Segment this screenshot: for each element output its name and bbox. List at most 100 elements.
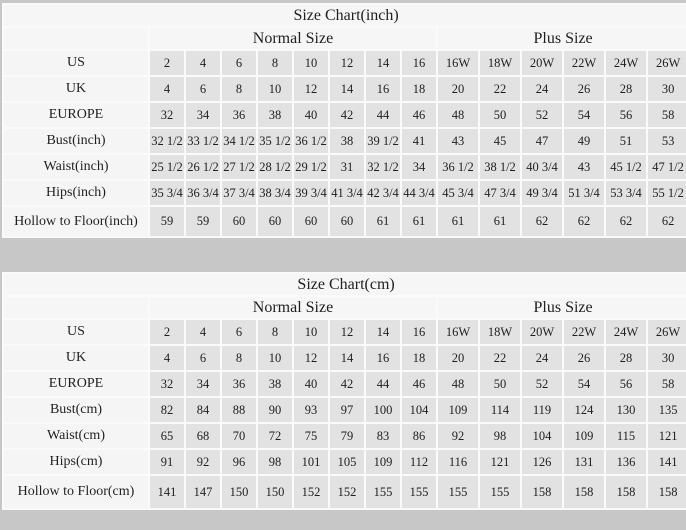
size-value-cell: 59 <box>148 205 186 238</box>
size-value-cell: 28 1/2 <box>256 153 294 181</box>
size-value-cell: 48 <box>436 370 480 398</box>
size-value-cell: 48 <box>436 101 480 129</box>
size-value-cell: 109 <box>562 422 606 450</box>
size-value-cell: 56 <box>604 370 648 398</box>
size-value-cell: 35 3/4 <box>148 179 186 207</box>
size-value-cell: 52 <box>520 101 564 129</box>
size-value-cell: 55 1/2 <box>645 179 686 207</box>
size-value-cell: 24 <box>520 75 564 103</box>
size-value-cell: 20W <box>520 318 564 346</box>
size-value-cell: 115 <box>604 422 648 450</box>
size-value-cell: 12 <box>292 75 330 103</box>
size-value-cell: 34 <box>184 370 222 398</box>
row-label: Waist(inch) <box>2 153 150 181</box>
size-value-cell: 72 <box>256 422 294 450</box>
size-value-cell: 43 <box>436 127 480 155</box>
size-value-cell: 36 <box>220 370 258 398</box>
size-value-cell: 82 <box>148 396 186 424</box>
size-value-cell: 2 <box>148 49 186 77</box>
size-value-cell: 155 <box>478 474 522 510</box>
size-value-cell: 22 <box>478 75 522 103</box>
size-value-cell: 150 <box>220 474 258 510</box>
row-label: UK <box>2 75 150 103</box>
row-label: EUROPE <box>2 370 150 398</box>
size-value-cell: 158 <box>520 474 564 510</box>
size-value-cell: 49 3/4 <box>520 179 564 207</box>
size-value-cell: 36 3/4 <box>184 179 222 207</box>
size-value-cell: 16 <box>400 49 438 77</box>
row-label: Bust(inch) <box>2 127 150 155</box>
size-value-cell: 26W <box>645 49 686 77</box>
column-group-header: Normal Size <box>148 295 438 320</box>
size-value-cell: 38 3/4 <box>256 179 294 207</box>
size-value-cell: 32 <box>148 101 186 129</box>
size-value-cell: 90 <box>256 396 294 424</box>
table-row: Hollow to Floor(inch) 59 59 60 60 60 60 61 61 61 6… <box>2 205 686 238</box>
size-value-cell: 121 <box>478 448 522 476</box>
size-value-cell: 70 <box>220 422 258 450</box>
table-row: EUROPE 32 34 36 38 40 42 44 46 48 50 52 54 56 58 <box>2 370 686 398</box>
size-value-cell: 104 <box>400 396 438 424</box>
size-value-cell: 126 <box>520 448 564 476</box>
size-value-cell: 25 1/2 <box>148 153 186 181</box>
size-value-cell: 93 <box>292 396 330 424</box>
column-group-header: Normal Size <box>148 26 438 51</box>
size-value-cell: 28 <box>604 75 648 103</box>
size-value-cell: 60 <box>256 205 294 238</box>
size-value-cell: 61 <box>478 205 522 238</box>
size-value-cell: 34 <box>400 153 438 181</box>
size-value-cell: 10 <box>292 318 330 346</box>
size-value-cell: 33 1/2 <box>184 127 222 155</box>
size-value-cell: 141 <box>645 448 686 476</box>
table-row: UK 4 6 8 10 12 14 16 18 20 22 24 26 28 30 <box>2 344 686 372</box>
size-value-cell: 75 <box>292 422 330 450</box>
size-value-cell: 28 <box>604 344 648 372</box>
size-value-cell: 45 <box>478 127 522 155</box>
size-value-cell: 38 1/2 <box>478 153 522 181</box>
size-value-cell: 6 <box>220 318 258 346</box>
size-value-cell: 42 <box>328 101 366 129</box>
row-label: UK <box>2 344 150 372</box>
row-label: US <box>2 318 150 346</box>
size-value-cell: 50 <box>478 101 522 129</box>
size-value-cell: 26W <box>645 318 686 346</box>
size-value-cell: 100 <box>364 396 402 424</box>
size-value-cell: 27 1/2 <box>220 153 258 181</box>
size-value-cell: 40 <box>292 101 330 129</box>
size-value-cell: 8 <box>256 49 294 77</box>
size-value-cell: 119 <box>520 396 564 424</box>
size-value-cell: 29 1/2 <box>292 153 330 181</box>
size-value-cell: 62 <box>520 205 564 238</box>
size-value-cell: 158 <box>562 474 606 510</box>
table-row: Bust(cm) 82 84 88 90 93 97 100 104 109 114 119 124 13… <box>2 396 686 424</box>
size-value-cell: 62 <box>645 205 686 238</box>
row-label: Hips(cm) <box>2 448 150 476</box>
size-value-cell: 16 <box>400 318 438 346</box>
size-value-cell: 52 <box>520 370 564 398</box>
size-value-cell: 65 <box>148 422 186 450</box>
size-value-cell: 88 <box>220 396 258 424</box>
size-value-cell: 24 <box>520 344 564 372</box>
size-value-cell: 59 <box>184 205 222 238</box>
table-row: Bust(inch) 32 1/2 33 1/2 34 1/2 35 1/2 36 1/2… <box>2 127 686 155</box>
size-value-cell: 61 <box>400 205 438 238</box>
size-value-cell: 32 1/2 <box>364 153 402 181</box>
size-value-cell: 12 <box>328 318 366 346</box>
size-value-cell: 4 <box>148 344 186 372</box>
size-value-cell: 155 <box>400 474 438 510</box>
size-value-cell: 20W <box>520 49 564 77</box>
size-value-cell: 98 <box>478 422 522 450</box>
size-value-cell: 38 <box>256 370 294 398</box>
size-chart-inch-block: Size Chart(inch) Normal Size Plus Size US 2 4… <box>1 3 686 238</box>
row-label: Bust(cm) <box>2 396 150 424</box>
size-value-cell: 20 <box>436 75 480 103</box>
size-value-cell: 58 <box>645 101 686 129</box>
size-value-cell: 14 <box>328 75 366 103</box>
size-value-cell: 45 3/4 <box>436 179 480 207</box>
table-row: Hips(inch) 35 3/4 36 3/4 37 3/4 38 3/4 39 3/4… <box>2 179 686 207</box>
header-spacer-cell <box>2 295 150 320</box>
size-value-cell: 131 <box>562 448 606 476</box>
size-value-cell: 26 <box>562 344 606 372</box>
size-value-cell: 10 <box>256 75 294 103</box>
size-value-cell: 54 <box>562 101 606 129</box>
